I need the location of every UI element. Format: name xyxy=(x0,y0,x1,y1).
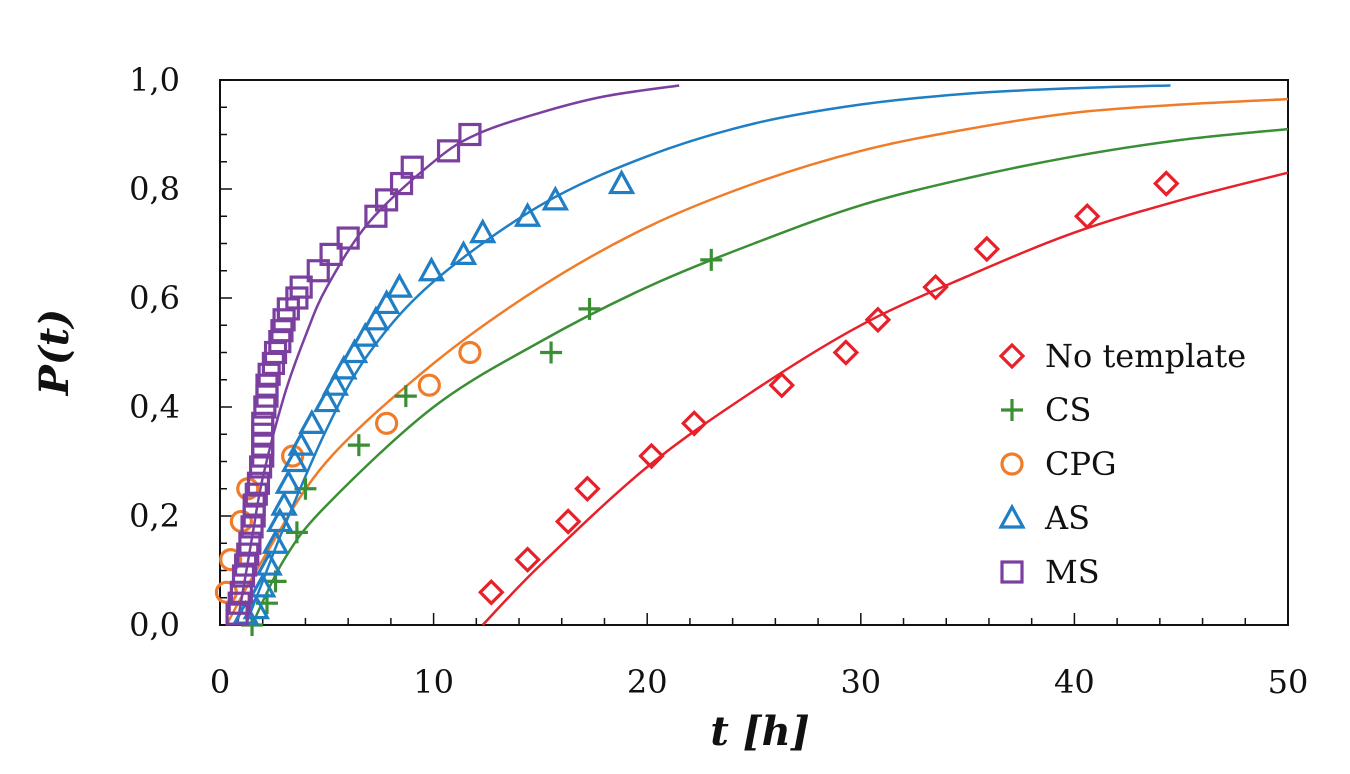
legend-marker-no-template xyxy=(998,342,1026,370)
marker-cpg xyxy=(375,411,399,435)
marker-no-template xyxy=(638,442,665,470)
x-tick-label: 50 xyxy=(1268,663,1309,701)
marker-cs xyxy=(347,434,370,457)
marker-no-template xyxy=(1152,170,1180,197)
marker-ms xyxy=(436,139,461,163)
legend: No template CS CPG AS MS xyxy=(998,337,1246,591)
fit-curve-no-template xyxy=(481,171,1289,626)
x-tick-label: 0 xyxy=(210,663,230,701)
legend-label-cpg: CPG xyxy=(1045,445,1117,483)
marker-as xyxy=(270,490,298,516)
marker-ms xyxy=(319,242,343,266)
marker-cpg xyxy=(417,373,441,397)
marker-cpg xyxy=(219,547,243,572)
marker-ms xyxy=(238,531,262,555)
marker-no-template xyxy=(768,371,796,399)
marker-as xyxy=(385,272,414,298)
marker-as xyxy=(249,572,277,598)
marker-as xyxy=(281,447,309,473)
x-tick-label: 20 xyxy=(627,663,668,701)
y-tick-label: 0,8 xyxy=(129,170,180,208)
marker-ms xyxy=(289,275,313,299)
marker-ms xyxy=(400,155,424,179)
marker-ms xyxy=(336,226,360,250)
marker-cs xyxy=(540,341,563,364)
marker-no-template xyxy=(680,410,708,437)
marker-as xyxy=(513,201,542,227)
marker-as xyxy=(362,305,390,331)
marker-as xyxy=(607,169,636,195)
marker-no-template xyxy=(478,579,505,606)
marker-as xyxy=(298,409,326,434)
fit-curve-as xyxy=(244,84,1171,626)
marker-ms xyxy=(229,580,253,604)
marker-as xyxy=(541,185,570,211)
marker-ms xyxy=(246,471,271,495)
x-axis-title: t [h] xyxy=(710,708,809,755)
marker-as xyxy=(340,338,369,364)
axis-ticks xyxy=(219,79,1289,626)
marker-as xyxy=(449,240,478,265)
marker-cs xyxy=(578,297,601,320)
legend-label-as: AS xyxy=(1044,499,1090,537)
x-tick-label: 10 xyxy=(413,663,454,701)
marker-as xyxy=(274,468,303,494)
marker-no-template xyxy=(514,546,541,573)
fit-curve-cs xyxy=(250,127,1289,626)
marker-as xyxy=(313,387,341,413)
y-tick-label: 0,6 xyxy=(129,279,180,317)
marker-ms xyxy=(458,122,482,147)
legend-label-ms: MS xyxy=(1045,553,1100,591)
x-tick-label: 30 xyxy=(840,663,881,701)
marker-as xyxy=(417,256,446,282)
y-tick-label: 0,0 xyxy=(129,606,180,644)
marker-no-template xyxy=(922,273,949,301)
marker-no-template xyxy=(1073,202,1101,230)
marker-no-template xyxy=(554,508,582,535)
marker-no-template xyxy=(973,235,1001,263)
marker-cpg xyxy=(458,340,482,365)
y-tick-label: 0,4 xyxy=(129,388,180,426)
marker-as xyxy=(266,507,294,533)
marker-as xyxy=(351,321,379,347)
legend-marker-ms xyxy=(1000,560,1024,584)
tick-labels: 0 10 20 30 40 50 0,0 0,2 0,4 0,6 0,8 1,0 xyxy=(129,61,1308,701)
marker-cs xyxy=(285,521,308,544)
legend-marker-as xyxy=(998,503,1026,529)
marker-no-template xyxy=(864,306,892,334)
x-tick-label: 40 xyxy=(1054,663,1095,701)
marker-as xyxy=(330,354,358,380)
marker-as xyxy=(261,528,290,554)
fit-curve-ms xyxy=(235,84,680,626)
marker-as xyxy=(321,370,350,396)
y-tick-label: 1,0 xyxy=(129,61,180,99)
marker-cpg xyxy=(281,444,305,468)
marker-as xyxy=(287,430,315,456)
marker-as xyxy=(469,218,497,244)
marker-cs xyxy=(700,248,723,271)
legend-label-no-template: No template xyxy=(1045,337,1246,375)
fit-curve-cpg xyxy=(225,97,1289,626)
legend-marker-cs xyxy=(1001,399,1023,421)
marker-ms xyxy=(375,188,399,212)
marker-ms xyxy=(306,259,330,283)
legend-marker-cpg xyxy=(1000,452,1024,476)
marker-as xyxy=(255,550,283,576)
marker-no-template xyxy=(574,475,601,503)
data-markers xyxy=(214,122,1180,636)
marker-no-template xyxy=(832,339,860,366)
marker-ms xyxy=(251,411,275,435)
marker-cs xyxy=(394,385,417,408)
y-axis-title: P(t) xyxy=(31,309,78,396)
legend-label-cs: CS xyxy=(1045,391,1091,429)
y-tick-label: 0,2 xyxy=(129,497,180,535)
marker-as xyxy=(372,289,401,315)
